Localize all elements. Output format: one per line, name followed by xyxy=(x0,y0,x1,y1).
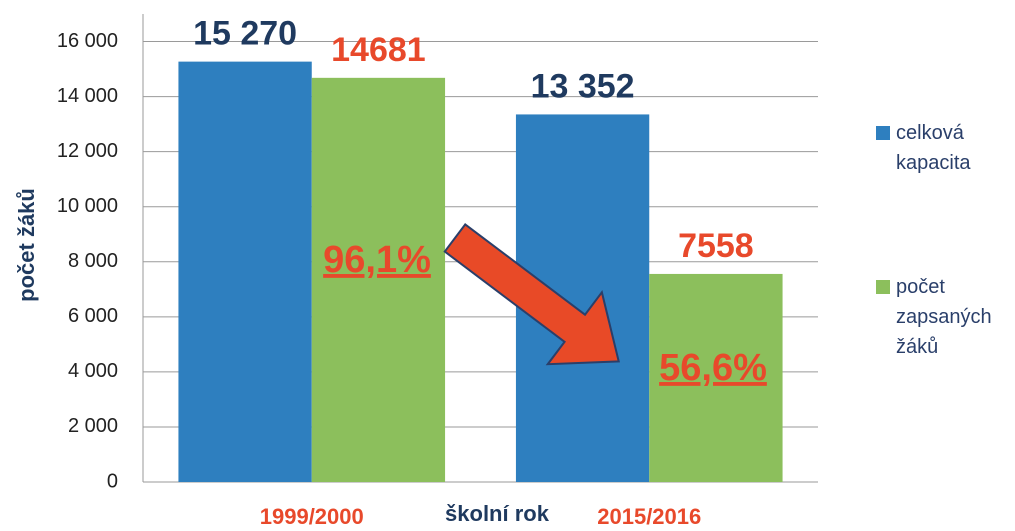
arrow xyxy=(443,223,620,366)
bar xyxy=(178,61,312,482)
y-tick-label: 0 xyxy=(107,470,118,492)
y-tick-label: 2 000 xyxy=(68,415,118,437)
y-axis-label: počet žáků xyxy=(14,188,39,302)
legend-swatch xyxy=(876,280,890,294)
value-label: 7558 xyxy=(678,227,754,265)
bar xyxy=(649,273,783,482)
x-tick-label: 1999/2000 xyxy=(260,504,364,529)
arrow-shape xyxy=(443,223,620,366)
annotation: 56,6% xyxy=(659,347,767,389)
bar xyxy=(311,77,446,483)
y-tick-label: 10 000 xyxy=(57,195,118,217)
value-label: 13 352 xyxy=(531,67,635,105)
y-tick-label: 4 000 xyxy=(68,360,118,382)
x-tick-label: 2015/2016 xyxy=(597,504,701,529)
legend-label: celková kapacita xyxy=(896,122,971,174)
value-label: 15 270 xyxy=(193,15,297,53)
annotation: 96,1% xyxy=(323,239,431,281)
legend-item: počet zapsaných žáků xyxy=(876,272,1006,362)
legend-item: celková kapacita xyxy=(876,118,1006,178)
legend-swatch xyxy=(876,126,890,140)
y-tick-label: 6 000 xyxy=(68,305,118,327)
value-label: 14681 xyxy=(331,31,426,69)
y-tick-label: 14 000 xyxy=(57,85,118,107)
x-axis-label: školní rok xyxy=(445,501,550,526)
y-tick-label: 8 000 xyxy=(68,250,118,272)
y-tick-label: 16 000 xyxy=(57,30,118,52)
legend-label: počet zapsaných žáků xyxy=(896,276,992,358)
y-tick-label: 12 000 xyxy=(57,140,118,162)
